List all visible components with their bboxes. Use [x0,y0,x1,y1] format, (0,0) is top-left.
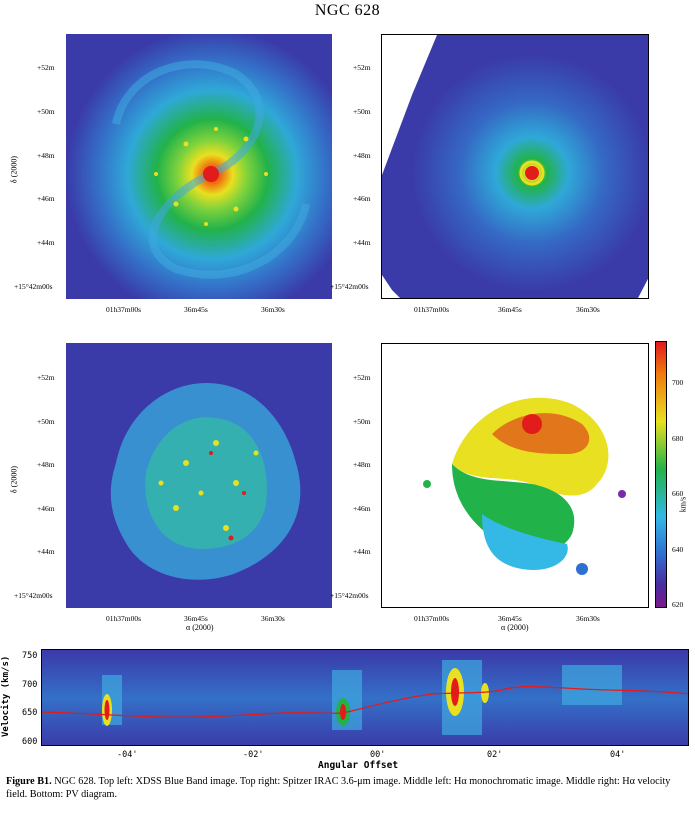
caption-text: NGC 628. Top left: XDSS Blue Band image.… [6,776,671,800]
pv-x-axis-label: Angular Offset [318,760,399,771]
dec-tick: +46m [37,504,55,513]
colorbar-tick: 640 [672,545,684,554]
colorbar-tick: 680 [672,434,684,443]
ra-tick: 01h37m00s [106,305,142,314]
dec-tick: +48m [37,151,55,160]
dec-tick: +48m [353,151,371,160]
pv-x-tick: 02' [487,750,503,760]
pv-x-tick: -04' [117,750,138,760]
dec-tick: +52m [37,63,55,72]
dec-tick: +44m [353,547,371,556]
dec-tick: +50m [353,417,371,426]
panel-top-left-xdss [66,34,332,299]
ra-tick: 01h37m00s [414,305,450,314]
pv-y-tick: 750 [22,651,38,661]
colorbar-label: km/s [678,496,688,513]
ra-tick: 36m30s [576,305,600,314]
ra-tick: 36m45s [498,614,522,623]
colorbar-tick: 660 [672,489,684,498]
panel-middle-right-velocity [381,343,649,608]
dec-tick: +48m [37,460,55,469]
colorbar-tick: 620 [672,600,684,609]
dec-tick: +44m [37,547,55,556]
dec-tick: +50m [37,107,55,116]
dec-tick: +15°42m00s [14,591,53,600]
figure-title: NGC 628 [314,2,381,19]
y-axis-label: δ (2000) [9,155,19,184]
pv-x-tick: -02' [243,750,264,760]
dec-tick: +46m [353,504,371,513]
dec-tick: +50m [37,417,55,426]
colorbar [655,341,667,608]
ra-tick: 01h37m00s [106,614,142,623]
dec-tick: +44m [37,238,55,247]
pv-diagram [41,649,689,746]
x-axis-label: α (2000) [501,623,529,632]
pv-x-tick: 04' [610,750,626,760]
ra-tick: 36m45s [184,614,208,623]
dec-tick: +44m [353,238,371,247]
pv-y-tick: 650 [22,708,38,718]
pv-y-tick: 600 [22,737,38,747]
figure-caption: Figure B1. NGC 628. Top left: XDSS Blue … [6,775,690,801]
ra-tick: 36m30s [261,614,285,623]
pv-y-tick: 700 [22,680,38,690]
dec-tick: +15°42m00s [330,282,369,291]
dec-tick: +46m [353,194,371,203]
dec-tick: +52m [353,373,371,382]
x-axis-label: α (2000) [186,623,214,632]
pv-x-tick: 00' [370,750,386,760]
panel-middle-left-halpha [66,343,332,608]
ra-tick: 36m45s [498,305,522,314]
colorbar-tick: 700 [672,378,684,387]
dec-tick: +52m [37,373,55,382]
ra-tick: 01h37m00s [414,614,450,623]
pv-y-axis-label: Velocity (km/s) [1,655,11,737]
dec-tick: +15°42m00s [14,282,53,291]
dec-tick: +48m [353,460,371,469]
ra-tick: 36m30s [576,614,600,623]
dec-tick: +50m [353,107,371,116]
ra-tick: 36m30s [261,305,285,314]
caption-label: Figure B1. [6,776,52,787]
ra-tick: 36m45s [184,305,208,314]
dec-tick: +46m [37,194,55,203]
dec-tick: +52m [353,63,371,72]
panel-top-right-spitzer [381,34,649,299]
dec-tick: +15°42m00s [330,591,369,600]
y-axis-label: δ (2000) [9,465,19,494]
